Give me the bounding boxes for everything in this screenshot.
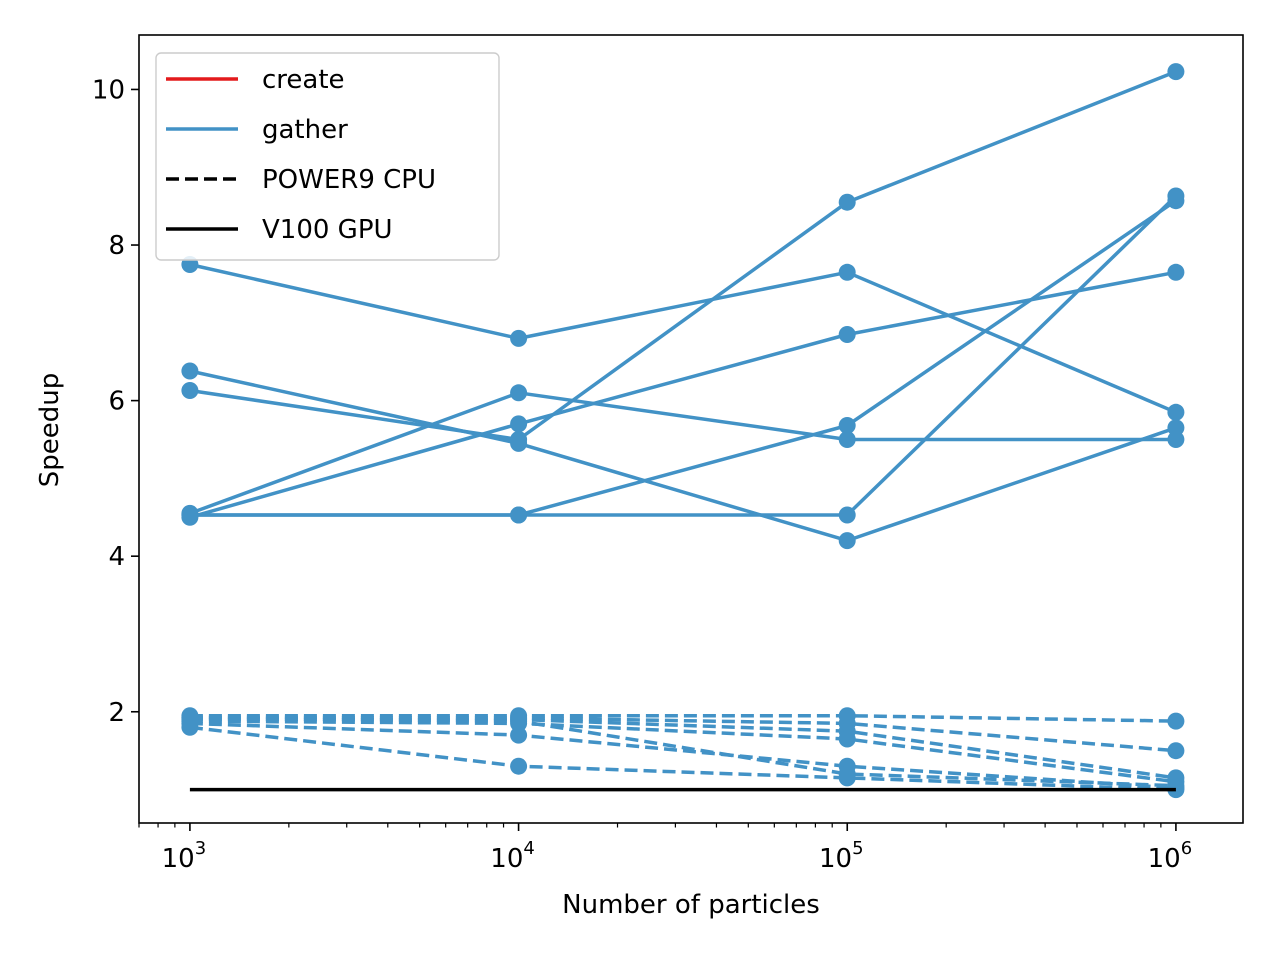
legend: create gather POWER9 CPU V100 GPU bbox=[155, 52, 500, 261]
data-point-10-2 bbox=[838, 730, 856, 748]
data-point-8-3 bbox=[1167, 742, 1185, 760]
legend-label-2: POWER9 CPU bbox=[262, 165, 436, 195]
data-point-13-1 bbox=[510, 712, 528, 730]
series-line-1 bbox=[189, 369, 1177, 543]
series-line-11 bbox=[189, 721, 1177, 790]
x-tick-label-exponent: 6 bbox=[1181, 838, 1192, 859]
data-point-4-2 bbox=[838, 326, 856, 343]
data-point-2-2 bbox=[838, 193, 856, 211]
data-point-3-2 bbox=[838, 431, 856, 448]
series-line-6 bbox=[189, 194, 1178, 517]
y-tick-label: 10 bbox=[92, 75, 125, 105]
data-point-13-2 bbox=[838, 765, 856, 783]
y-axis-ticks: 2 4 6 8 10 bbox=[92, 75, 139, 728]
series-line-13 bbox=[189, 716, 1176, 788]
legend-label-1: gather bbox=[262, 115, 348, 145]
data-point-6-1 bbox=[510, 506, 528, 524]
data-point-4-1 bbox=[510, 415, 528, 433]
data-point-2-3 bbox=[1167, 63, 1185, 81]
data-point-3-1 bbox=[510, 384, 528, 402]
data-point-2-0 bbox=[181, 382, 199, 399]
y-tick-label: 6 bbox=[108, 387, 125, 417]
data-point-11-1 bbox=[510, 726, 528, 744]
data-point-12-1 bbox=[510, 757, 528, 775]
data-point-7-3 bbox=[1167, 712, 1185, 730]
x-tick-label: 103 bbox=[162, 838, 207, 874]
data-point-13-0 bbox=[181, 709, 199, 727]
y-tick-label: 4 bbox=[108, 542, 125, 572]
x-axis-label: Number of particles bbox=[562, 890, 820, 920]
x-tick-label: 106 bbox=[1148, 838, 1193, 874]
y-tick-label: 8 bbox=[108, 231, 125, 261]
y-axis-label: Speedup bbox=[35, 373, 65, 488]
data-point-13-3 bbox=[1167, 777, 1185, 795]
data-point-1-0 bbox=[181, 362, 199, 380]
x-tick-label-base: 10 bbox=[162, 844, 195, 874]
x-tick-label-base: 10 bbox=[490, 844, 523, 874]
x-tick-label-exponent: 3 bbox=[195, 838, 206, 859]
series-line-4 bbox=[189, 270, 1177, 519]
series-line-3 bbox=[189, 391, 1176, 516]
series-line-2 bbox=[189, 69, 1177, 442]
plot-area bbox=[181, 63, 1185, 799]
x-tick-label: 104 bbox=[490, 838, 535, 874]
x-tick-label: 105 bbox=[819, 838, 864, 874]
data-point-0-2 bbox=[838, 263, 856, 281]
series-line-10 bbox=[189, 719, 1177, 784]
data-point-1-2 bbox=[838, 532, 856, 550]
data-point-0-1 bbox=[510, 329, 528, 347]
x-tick-label-base: 10 bbox=[1148, 844, 1181, 874]
data-point-3-3 bbox=[1167, 431, 1185, 448]
series-line-12 bbox=[189, 725, 1176, 792]
series-line-8 bbox=[189, 715, 1177, 753]
data-point-2-1 bbox=[510, 431, 528, 448]
data-point-1-3 bbox=[1167, 419, 1185, 437]
data-point-6-2 bbox=[838, 506, 856, 524]
data-point-0-3 bbox=[1167, 403, 1185, 421]
series-line-0 bbox=[189, 262, 1177, 414]
data-point-4-3 bbox=[1167, 263, 1185, 281]
legend-label-0: create bbox=[262, 65, 345, 95]
y-tick-label: 2 bbox=[108, 698, 125, 728]
x-axis-ticks: 103 104 105 106 bbox=[138, 823, 1193, 874]
axes-frame bbox=[138, 34, 1244, 824]
data-point-6-3 bbox=[1167, 187, 1185, 205]
legend-box bbox=[155, 52, 500, 261]
x-tick-label-base: 10 bbox=[819, 844, 852, 874]
x-tick-label-exponent: 4 bbox=[523, 838, 534, 859]
x-tick-label-exponent: 5 bbox=[852, 838, 863, 859]
legend-label-3: V100 GPU bbox=[262, 215, 393, 245]
data-point-5-2 bbox=[838, 417, 856, 434]
data-point-6-0 bbox=[181, 506, 199, 524]
series-line-7 bbox=[189, 713, 1176, 723]
